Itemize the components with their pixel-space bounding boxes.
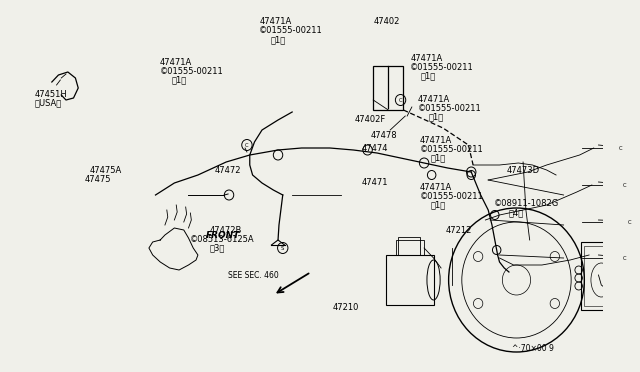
Text: 47451H: 47451H [35,90,68,99]
Text: SEE SEC. 460: SEE SEC. 460 [228,271,279,280]
Text: C: C [245,142,249,148]
Text: ©01555-00211: ©01555-00211 [420,192,484,201]
Text: 47471A: 47471A [417,95,450,104]
Text: 47402: 47402 [374,17,401,26]
Text: ©01555-00211: ©01555-00211 [417,104,481,113]
Text: （3）: （3） [210,243,225,252]
Text: 47478: 47478 [371,131,397,140]
Text: 47471A: 47471A [420,136,452,145]
Text: （USA）: （USA） [35,98,62,107]
Text: FRONT: FRONT [206,231,241,240]
Text: S: S [281,246,284,250]
Text: 47471A: 47471A [259,17,292,26]
Bar [584,246,620,306]
Text: 47471: 47471 [362,178,388,187]
Text: C: C [399,97,403,103]
Text: 47472B: 47472B [210,226,243,235]
Text: （1）: （1） [270,35,285,44]
Text: 47471A: 47471A [420,183,452,192]
Text: （4）: （4） [509,208,524,217]
Text: ©01555-00211: ©01555-00211 [259,26,323,35]
Bar [397,237,420,255]
Text: （1）: （1） [431,153,446,162]
Text: ©01555-00211: ©01555-00211 [160,67,223,76]
Text: 47471A: 47471A [410,54,442,63]
Bar [373,66,403,110]
Text: （1）: （1） [428,112,444,121]
Text: 47475: 47475 [84,175,111,184]
Text: C: C [623,183,627,187]
Text: 47474: 47474 [362,144,388,153]
Text: ©01555-00211: ©01555-00211 [420,145,484,154]
Text: ^·70×00 9: ^·70×00 9 [511,344,554,353]
Text: 47473D: 47473D [507,166,540,175]
Text: C: C [623,256,627,260]
Text: C: C [628,219,632,224]
Text: 47402F: 47402F [355,115,386,124]
Bar [396,240,424,255]
Bar [580,242,623,310]
Text: 47472: 47472 [215,166,241,175]
Text: ©01555-00211: ©01555-00211 [410,63,474,72]
Text: 47471A: 47471A [160,58,192,67]
Text: ©08513-6125A: ©08513-6125A [190,235,255,244]
Text: （1）: （1） [421,71,436,80]
Text: （1）: （1） [431,200,446,209]
Text: C: C [618,145,622,151]
Text: 47475A: 47475A [89,166,122,175]
Text: 47212: 47212 [445,226,472,235]
Text: 47210: 47210 [333,303,359,312]
Bar [387,255,433,305]
Text: ©08911-1082G: ©08911-1082G [493,199,559,208]
Text: （1）: （1） [172,76,187,85]
